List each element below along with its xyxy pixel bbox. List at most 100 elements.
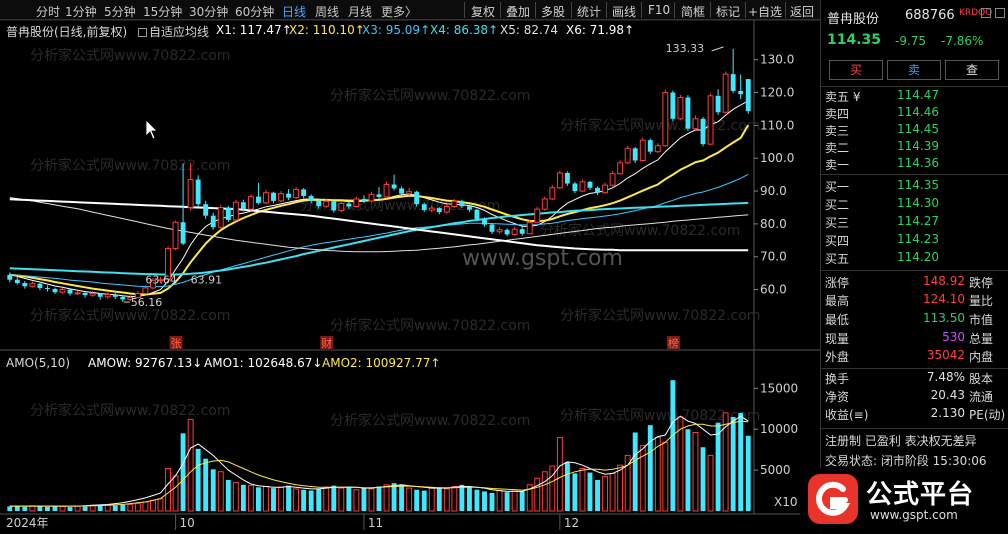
statistics-button[interactable]: 统计 (577, 5, 602, 19)
volume-bar-down (504, 492, 510, 511)
volume-bar-up (541, 471, 548, 512)
volume-bar-down (82, 506, 88, 511)
stat-label: 涨停 (825, 276, 850, 290)
event-marker-box (320, 336, 334, 349)
candle-body-up (602, 184, 609, 194)
candle-body-up (149, 279, 156, 289)
watermark-text: 分析家公式网www.70822.com (330, 317, 530, 334)
period-tab-daily[interactable]: 日线 (282, 5, 307, 19)
buy-button[interactable]: 买 (829, 60, 883, 80)
candle-body-up (707, 95, 714, 145)
watermark-text: 分析家公式网www.70822.com (560, 117, 760, 134)
volume-bar-down (572, 473, 578, 511)
multi-stock-button[interactable]: 多股 (541, 5, 566, 19)
volume-bar-down (97, 505, 103, 511)
ask-row-4[interactable]: 卖四 114.46 (821, 105, 1008, 121)
volume-bar-down (255, 487, 261, 511)
candle-body-up (187, 179, 194, 208)
event-marker-box (666, 336, 680, 349)
volume-bar-down (391, 483, 397, 511)
price-change: -9.75 (895, 34, 927, 48)
volume-bar-up (406, 487, 413, 512)
candle-body-up (556, 172, 563, 189)
period-tab-weekly[interactable]: 周线 (315, 5, 340, 19)
ma-line-x5 (9, 197, 749, 253)
period-tab-1min[interactable]: 1分钟 (65, 5, 97, 19)
window-icon[interactable] (981, 8, 991, 18)
ma-indicator-label: 自适应均线 (149, 25, 210, 39)
toolbar-divider (785, 2, 786, 18)
kline-chart-area[interactable]: 分析家公式网www.70822.com 分析家公式网www.70822.com 分析… (0, 20, 820, 534)
ask-row-2[interactable]: 卖二 114.39 (821, 139, 1008, 155)
volume-bar-down (670, 380, 676, 511)
candle-body-up (232, 201, 239, 221)
candle-body-down (474, 209, 480, 219)
candle-body-up (59, 289, 66, 293)
kline-chart-svg[interactable]: 分析家公式网www.70822.com 分析家公式网www.70822.com 分析… (0, 20, 820, 534)
ask-row-5[interactable]: 卖五 ¥ 114.47 (821, 88, 1008, 104)
candle-body-down (647, 140, 653, 152)
volume-bar-down (647, 425, 653, 511)
bid-row-1[interactable]: 买一 114.35 (821, 178, 1008, 194)
volume-bar-down (44, 506, 50, 511)
add-watchlist-button[interactable]: +自选 (748, 5, 783, 19)
simple-frame-button[interactable]: 简框 (681, 5, 706, 19)
period-tab-15min[interactable]: 15分钟 (143, 5, 183, 19)
stat-label: 内盘 (969, 350, 994, 364)
bid-row-5[interactable]: 买五 114.20 (821, 250, 1008, 266)
period-tab-monthly[interactable]: 月线 (348, 5, 373, 19)
watermark-text: 分析家公式网www.70822.com (540, 222, 740, 239)
candle-body-down (459, 201, 465, 207)
period-toolbar: 分时 1分钟 5分钟 15分钟 30分钟 60分钟 日线 周线 月线 更多〉 复… (0, 0, 1008, 20)
period-tab-30min[interactable]: 30分钟 (189, 5, 229, 19)
stat-value: 7.48% (926, 370, 965, 384)
volume-bar-up (232, 481, 239, 512)
overlay-button[interactable]: 叠加 (506, 5, 531, 19)
candle-body-up (172, 221, 179, 250)
period-tab-5min[interactable]: 5分钟 (104, 5, 136, 19)
volume-bar-up (263, 485, 269, 512)
candle-body-down (44, 287, 50, 289)
candle-body-down (180, 222, 186, 244)
volume-bar-down (240, 484, 246, 511)
bid-row-3[interactable]: 买三 114.27 (821, 214, 1008, 230)
volume-bar-up (451, 485, 458, 512)
candle-body-up (134, 293, 141, 298)
mark-button[interactable]: 标记 (716, 5, 741, 19)
restore-icon[interactable] (995, 8, 1005, 18)
draw-line-button[interactable]: 画线 (612, 5, 637, 19)
sell-button[interactable]: 卖 (887, 60, 941, 80)
bid-row-2[interactable]: 买二 114.30 (821, 196, 1008, 212)
volume-bar-up (624, 454, 631, 512)
stat-value: 124.10 (923, 292, 965, 306)
candle-body-up (496, 229, 503, 233)
watermark-text: 分析家公式网www.70822.com (560, 307, 760, 324)
adjust-button[interactable]: 复权 (471, 5, 496, 19)
ask-row-3[interactable]: 卖三 114.45 (821, 122, 1008, 138)
candle-body-down (564, 173, 570, 184)
ma-line-x3 (9, 173, 749, 288)
stat-row-limit: 涨停 148.92 跌停 (821, 274, 1008, 292)
bid-row-4[interactable]: 买四 114.23 (821, 232, 1008, 248)
volume-bar-down (730, 416, 736, 511)
period-tab-60min[interactable]: 60分钟 (235, 5, 275, 19)
time-tick-label: 11 (368, 516, 383, 530)
volume-bar-up (496, 490, 503, 512)
ma-legend-x3: X3: 95.09↑ (362, 23, 431, 37)
bid-price: 114.23 (897, 232, 939, 246)
period-tab-intraday[interactable]: 分时 (36, 5, 61, 19)
period-tab-more[interactable]: 更多〉 (381, 5, 418, 19)
volume-bar-down (301, 489, 307, 511)
volume-bar-up (187, 418, 194, 512)
back-button[interactable]: 返回 (790, 5, 815, 19)
toolbar-divider (500, 2, 501, 18)
stat-label: 市值 (969, 313, 994, 327)
query-button[interactable]: 查 (945, 60, 999, 80)
candle-body-up (406, 191, 413, 195)
candle-body-up (217, 206, 224, 228)
volume-bar-up (74, 505, 81, 512)
f10-button[interactable]: F10 (648, 3, 671, 17)
volume-bar-up (157, 498, 164, 512)
stat-label: 换手 (825, 372, 850, 386)
ask-row-1[interactable]: 卖一 114.36 (821, 156, 1008, 172)
